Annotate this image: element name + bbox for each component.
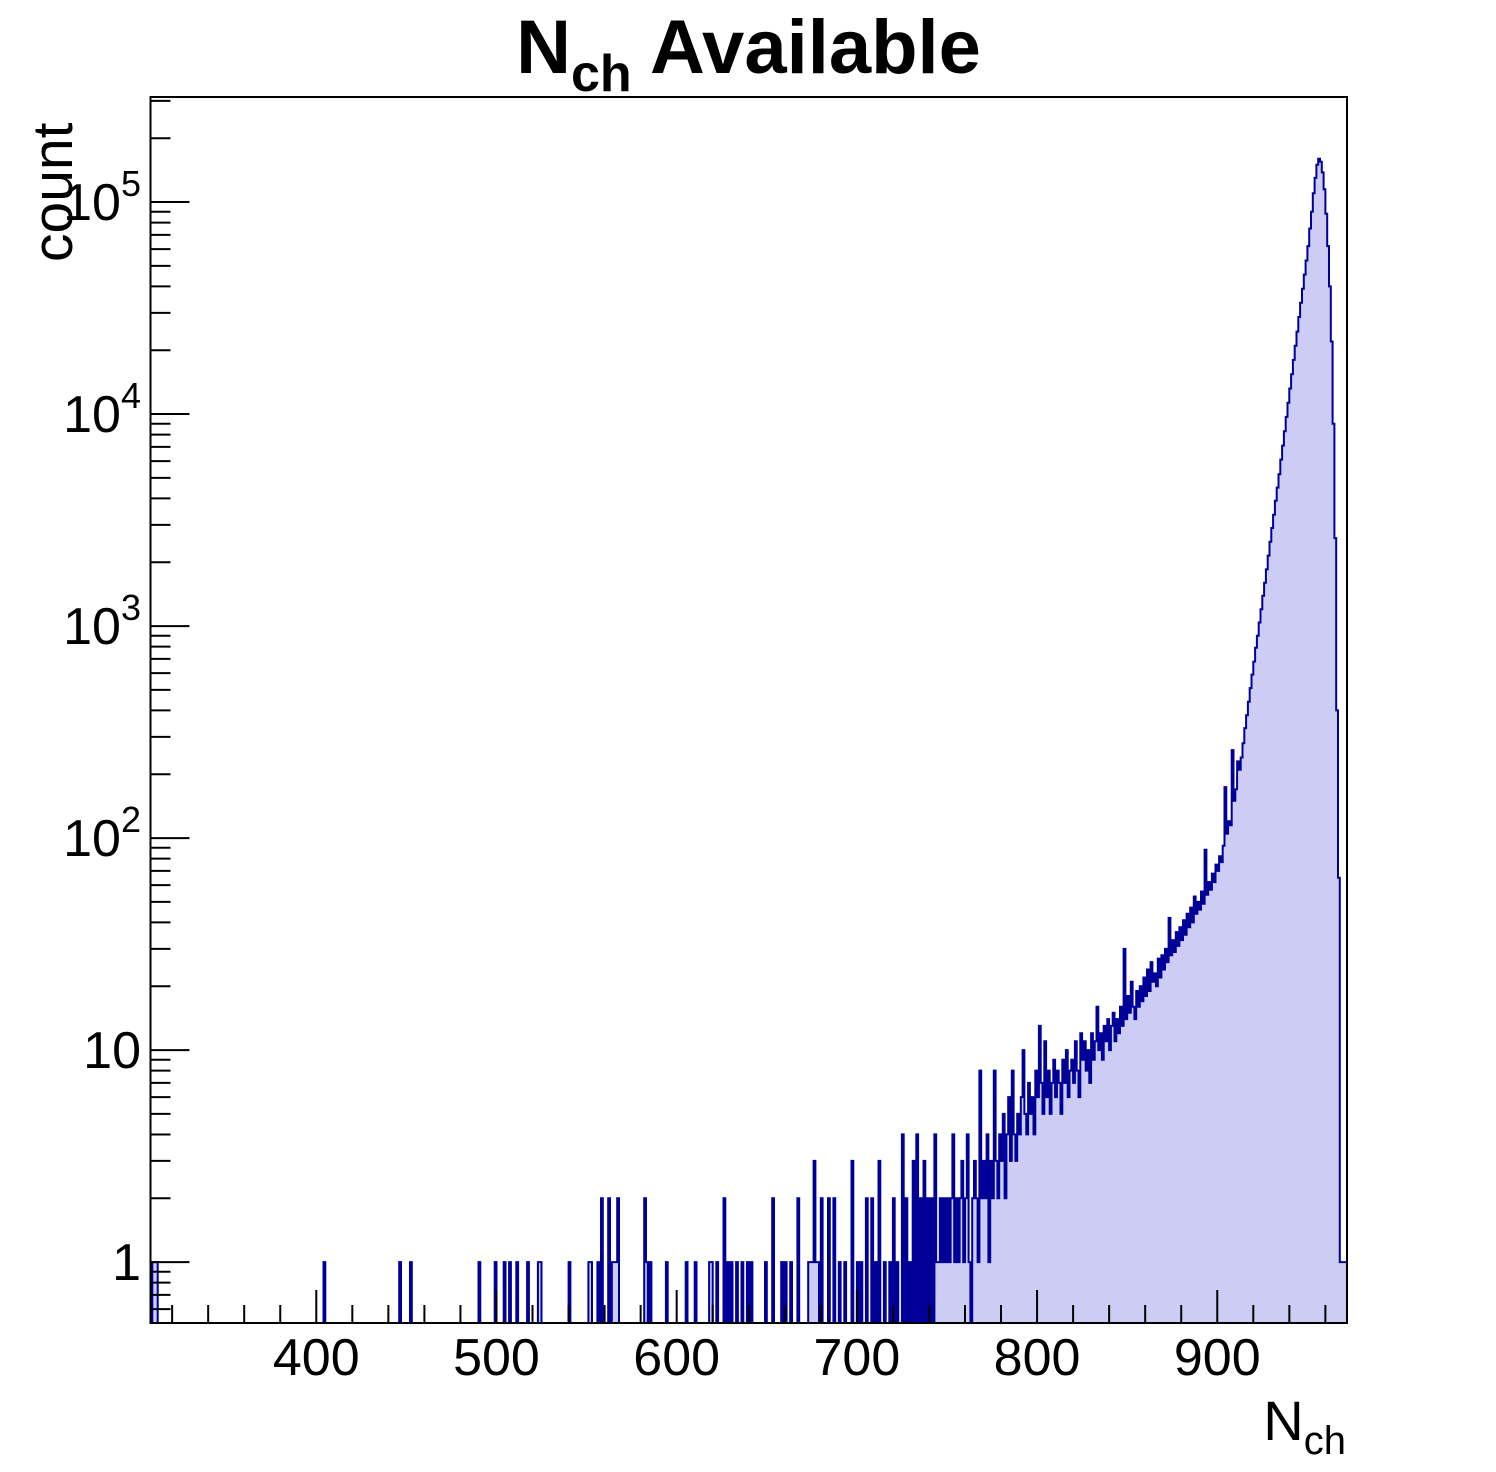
chart-title-prefix: N — [516, 5, 571, 90]
x-tick-label: 800 — [994, 1329, 1081, 1387]
chart-title: Nch Available — [150, 4, 1347, 103]
chart-title-subscript: ch — [571, 45, 632, 103]
y-tick-label: 1 — [112, 1234, 141, 1292]
x-axis-ticks — [171, 1290, 1327, 1322]
x-axis-title-subscript: ch — [1303, 1419, 1346, 1463]
y-tick-label: 103 — [63, 587, 141, 656]
x-axis-title-prefix: N — [1263, 1389, 1304, 1452]
x-axis-tick-labels: 400 500 600 700 800 900 — [273, 1329, 1261, 1387]
plot-frame — [149, 96, 1348, 1324]
x-tick-label: 600 — [633, 1329, 720, 1387]
y-tick-label: 10 — [83, 1022, 141, 1080]
x-tick-label: 700 — [813, 1329, 900, 1387]
y-axis-tick-labels: 1 10 102 103 104 105 — [63, 163, 141, 1292]
y-tick-label: 102 — [63, 799, 141, 868]
y-tick-label: 104 — [63, 375, 141, 444]
y-tick-label: 105 — [63, 163, 141, 232]
histogram-fill — [150, 158, 1347, 1323]
chart-title-suffix: Available — [631, 5, 981, 90]
x-tick-label: 500 — [453, 1329, 540, 1387]
y-axis-title: count — [21, 122, 85, 262]
y-axis-ticks — [151, 99, 190, 1311]
x-tick-label: 900 — [1174, 1329, 1261, 1387]
x-axis-title: Nch — [1263, 1388, 1346, 1463]
x-tick-label: 400 — [273, 1329, 360, 1387]
